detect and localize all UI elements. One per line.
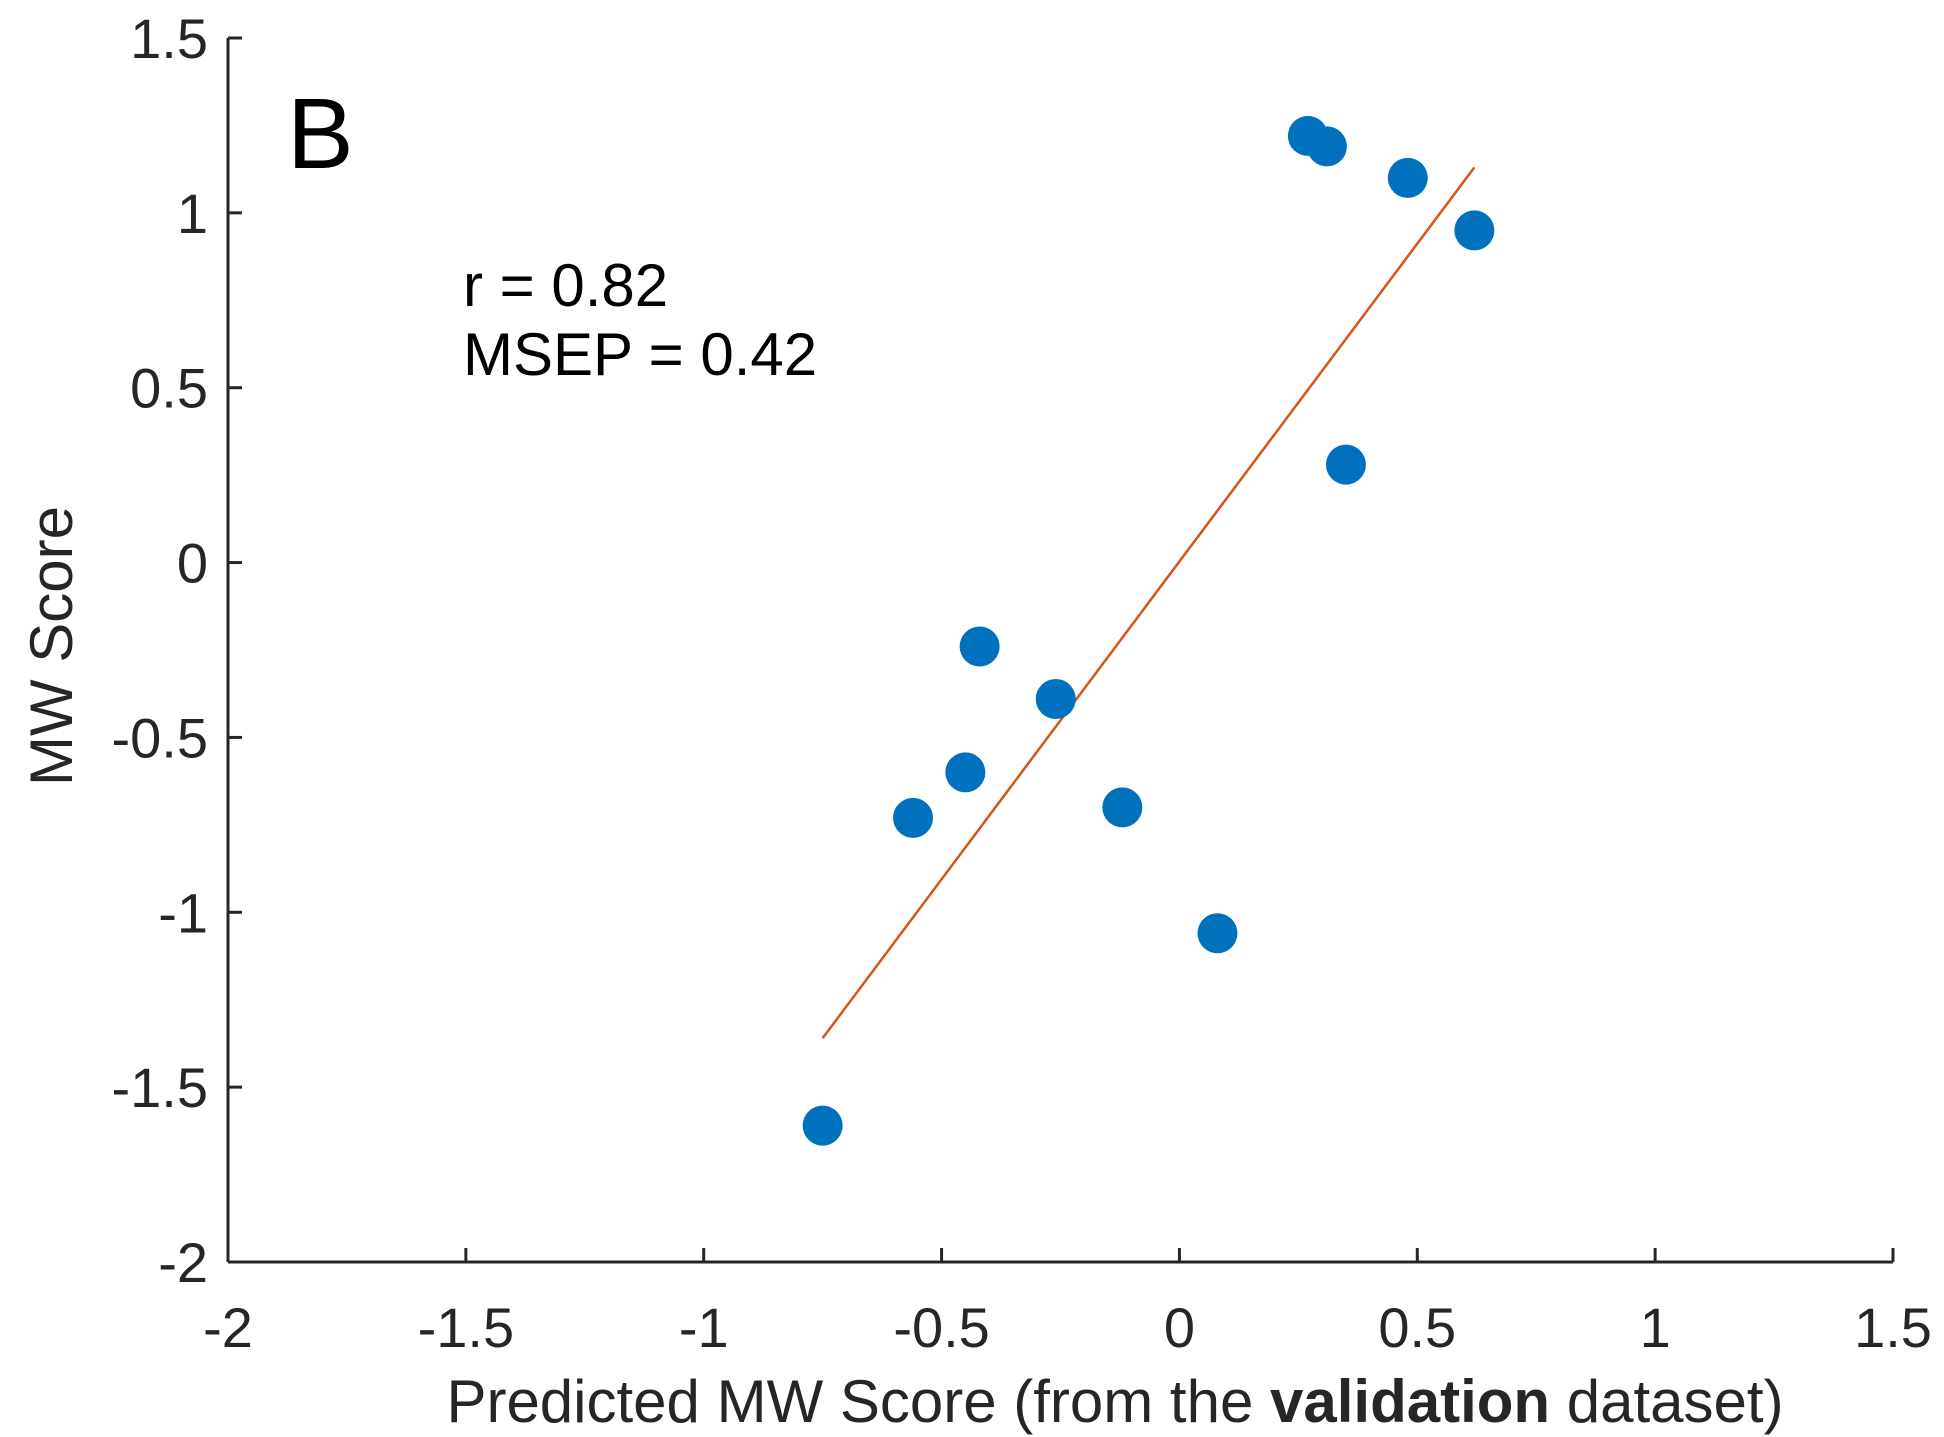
data-point: [802, 1105, 843, 1146]
axes: [226, 38, 1893, 1264]
y-ticks: -2 -1.5 -1 -0.5 0 0.5 1 1.5: [112, 7, 242, 1294]
data-points: [802, 115, 1495, 1146]
annotation-r: r = 0.82: [463, 252, 668, 319]
x-tick-label: -2: [203, 1296, 253, 1359]
data-point: [1454, 210, 1495, 251]
x-axis-label: Predicted MW Score (from the validation …: [446, 1368, 1783, 1435]
annotation-msep: MSEP = 0.42: [463, 321, 817, 388]
data-point: [1325, 444, 1366, 485]
panel-letter: B: [287, 78, 354, 190]
x-tick-label: -0.5: [893, 1296, 990, 1359]
y-tick-label: 1: [177, 182, 208, 245]
y-tick-label: -0.5: [112, 706, 209, 769]
data-point: [945, 752, 986, 793]
y-axis-label: MW Score: [18, 506, 85, 786]
data-point: [959, 626, 1000, 667]
x-axis-label-bold-part: validation: [1270, 1368, 1550, 1435]
x-tick-label: -1.5: [418, 1296, 515, 1359]
y-tick-label: -1.5: [112, 1056, 209, 1119]
x-tick-label: 0: [1164, 1296, 1195, 1359]
x-tick-label: -1: [679, 1296, 729, 1359]
y-tick-label: 0.5: [130, 357, 208, 420]
x-tick-label: 0.5: [1378, 1296, 1456, 1359]
data-point: [1035, 678, 1076, 719]
x-axis-label-part: dataset): [1550, 1368, 1783, 1435]
fit-line: [821, 166, 1476, 1039]
fit-line-group: [821, 166, 1476, 1039]
x-axis-label-part: Predicted MW Score (from the: [446, 1368, 1270, 1435]
x-tick-label: 1.5: [1854, 1296, 1932, 1359]
data-point: [1306, 126, 1347, 167]
y-tick-label: -2: [158, 1231, 208, 1294]
y-tick-label: 0: [177, 532, 208, 595]
data-point: [1387, 157, 1428, 198]
data-point: [1102, 787, 1143, 828]
data-point: [1197, 913, 1238, 954]
x-ticks: -2 -1.5 -1 -0.5 0 0.5 1 1.5: [203, 1248, 1932, 1359]
data-point: [893, 797, 934, 838]
x-tick-label: 1: [1640, 1296, 1671, 1359]
y-tick-label: 1.5: [130, 7, 208, 70]
y-tick-label: -1: [158, 881, 208, 944]
